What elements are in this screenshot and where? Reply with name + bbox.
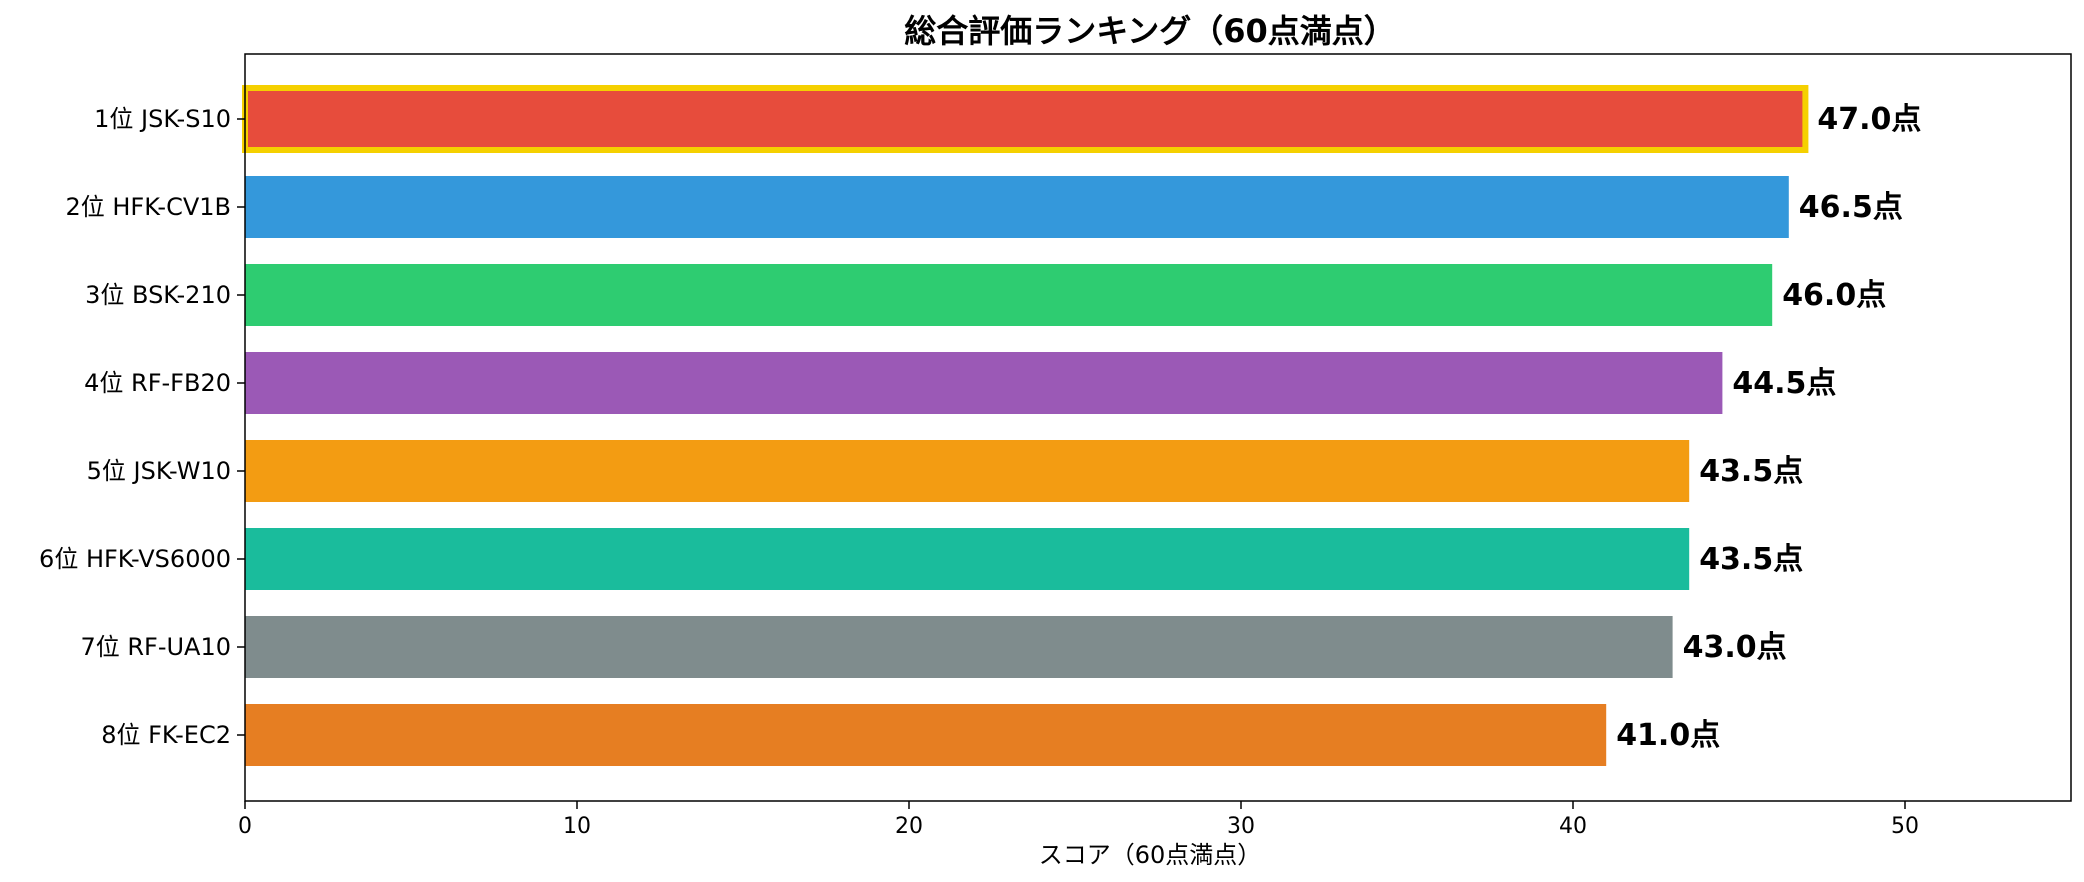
bar-4 <box>245 352 1723 414</box>
y-tick-label-5: 5位 JSK-W10 <box>87 457 231 485</box>
bar-6 <box>245 528 1690 590</box>
x-tick-label-20: 20 <box>895 814 923 839</box>
bar-8 <box>245 704 1607 766</box>
bar-3 <box>245 264 1773 326</box>
y-tick-label-4: 4位 RF-FB20 <box>84 369 231 397</box>
value-label-1: 47.0点 <box>1817 102 1921 137</box>
x-tick-label-10: 10 <box>563 814 591 839</box>
value-label-5: 43.5点 <box>1699 454 1803 489</box>
value-label-7: 43.0点 <box>1683 630 1787 665</box>
x-axis: 0 10 20 30 40 50 <box>238 801 1919 839</box>
bar-7 <box>245 616 1673 678</box>
y-tick-label-2: 2位 HFK-CV1B <box>65 193 231 221</box>
x-tick-label-30: 30 <box>1227 814 1255 839</box>
x-axis-label: スコア（60点満点） <box>1039 841 1262 869</box>
y-tick-label-8: 8位 FK-EC2 <box>101 721 231 749</box>
y-tick-label-1: 1位 JSK-S10 <box>94 105 231 133</box>
y-tick-label-6: 6位 HFK-VS6000 <box>39 545 231 573</box>
x-tick-label-50: 50 <box>1891 814 1919 839</box>
plot-frame <box>244 53 2072 802</box>
bars-group: 47.0点 46.5点 46.0点 44.5点 43.5点 43.5点 43.0点 41.0点 <box>242 85 1921 766</box>
value-label-3: 46.0点 <box>1782 278 1886 313</box>
x-tick-label-0: 0 <box>238 814 252 839</box>
bar-1 <box>242 85 1809 153</box>
chart-title: 総合評価ランキング（60点満点） <box>904 12 1396 50</box>
value-label-6: 43.5点 <box>1699 542 1803 577</box>
bar-2 <box>245 176 1789 238</box>
value-label-2: 46.5点 <box>1799 190 1903 225</box>
y-axis: 1位 JSK-S10 2位 HFK-CV1B 3位 BSK-210 4位 RF-FB2… <box>39 105 245 749</box>
y-tick-label-7: 7位 RF-UA10 <box>80 633 231 661</box>
bar-5 <box>245 440 1690 502</box>
value-label-8: 41.0点 <box>1616 718 1720 753</box>
y-tick-label-3: 3位 BSK-210 <box>85 281 231 309</box>
x-tick-label-40: 40 <box>1559 814 1587 839</box>
value-label-4: 44.5点 <box>1732 366 1836 401</box>
